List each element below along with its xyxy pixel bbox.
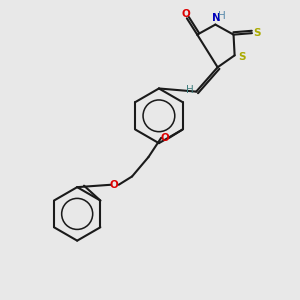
Text: S: S — [238, 52, 245, 61]
Text: S: S — [253, 28, 261, 38]
Text: H: H — [186, 85, 194, 94]
Text: O: O — [160, 133, 169, 143]
Text: O: O — [182, 9, 190, 19]
Text: N: N — [212, 13, 220, 23]
Text: H: H — [218, 11, 226, 21]
Text: O: O — [110, 180, 118, 190]
